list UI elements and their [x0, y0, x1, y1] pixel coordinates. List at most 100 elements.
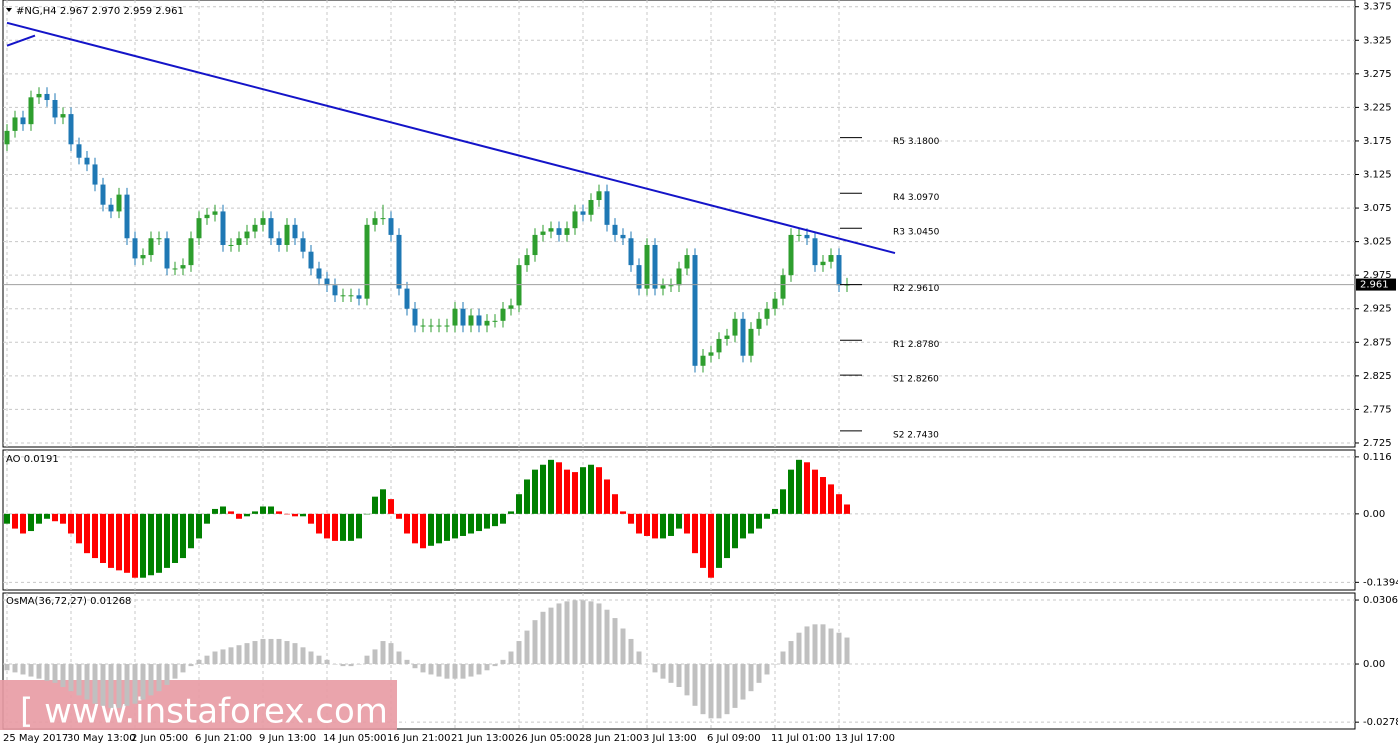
- ao-bar: [348, 513, 354, 541]
- candle-body: [676, 268, 682, 286]
- osma-bar: [684, 664, 690, 696]
- ao-bar: [20, 513, 26, 534]
- candle-body: [4, 130, 10, 145]
- osma-bar: [292, 643, 298, 665]
- candle-body: [148, 238, 154, 256]
- osma-bar: [28, 664, 34, 677]
- candle-body: [452, 308, 458, 326]
- osma-bar: [388, 643, 394, 665]
- candle-body: [684, 255, 690, 269]
- ao-bar: [300, 513, 306, 517]
- osma-bar: [44, 664, 50, 681]
- osma-bar: [740, 664, 746, 700]
- ao-bar: [756, 513, 762, 529]
- candle-body: [212, 211, 218, 215]
- osma-bar: [276, 638, 282, 665]
- candle-body: [276, 238, 282, 245]
- candle-body: [612, 224, 618, 235]
- candle-body: [116, 194, 122, 212]
- candle-body: [332, 285, 338, 296]
- candle-body: [812, 238, 818, 266]
- candle-body: [428, 325, 434, 327]
- ao-bar: [532, 469, 538, 514]
- y-tick-label: 2.975: [1363, 270, 1392, 281]
- osma-bar: [300, 647, 306, 665]
- ao-bar: [60, 513, 66, 524]
- ao-bar: [500, 513, 506, 524]
- osma-bar: [340, 664, 346, 667]
- candle-body: [260, 218, 266, 225]
- candle-body: [668, 285, 674, 287]
- x-tick-label: 30 May 13:00: [67, 733, 136, 744]
- candle-body: [12, 117, 18, 131]
- osma-bar: [356, 664, 362, 665]
- ao-bar: [460, 513, 466, 536]
- y-tick-label: -0.1394: [1363, 577, 1398, 588]
- osma-bar: [268, 638, 274, 665]
- ao-bar: [492, 513, 498, 527]
- y-tick-label: 3.025: [1363, 237, 1392, 248]
- candle-body: [388, 218, 394, 235]
- osma-bar: [804, 626, 810, 665]
- candle-body: [628, 238, 634, 266]
- ao-bar: [260, 506, 266, 514]
- candle-body: [20, 117, 26, 125]
- ao-bar: [620, 511, 626, 514]
- osma-bar: [820, 624, 826, 665]
- candle-body: [468, 315, 474, 326]
- y-tick-label: 2.875: [1363, 337, 1392, 348]
- osma-bar: [228, 647, 234, 665]
- candle-body: [292, 224, 298, 239]
- ao-bar: [148, 513, 154, 576]
- osma-bar: [500, 659, 506, 665]
- candle-body: [708, 352, 714, 356]
- candle-body: [420, 325, 426, 327]
- osma-bar: [364, 655, 370, 665]
- ao-bar: [236, 513, 242, 519]
- pivot-label: R5 3.1800: [893, 137, 940, 147]
- menu-arrow[interactable]: [6, 8, 12, 12]
- ao-bar: [660, 513, 666, 539]
- candle-body: [340, 295, 346, 297]
- osma-bar: [380, 641, 386, 665]
- candle-body: [108, 204, 114, 212]
- ao-bar: [564, 469, 570, 514]
- osma-bar: [532, 620, 538, 665]
- candle-body: [596, 191, 602, 201]
- candle-body: [100, 184, 106, 205]
- pivot-label: S1 2.8260: [893, 375, 939, 385]
- candle-body: [228, 244, 234, 246]
- candle-body: [164, 238, 170, 269]
- candle-body: [172, 268, 178, 270]
- osma-bar: [844, 637, 850, 665]
- ao-bar: [468, 513, 474, 534]
- osma-bar: [668, 664, 674, 683]
- candle-body: [652, 244, 658, 289]
- ao-bar: [276, 511, 282, 514]
- y-tick-label: 3.275: [1363, 69, 1392, 80]
- candle-body: [500, 308, 506, 321]
- ao-bar: [212, 508, 218, 514]
- osma-bar: [324, 659, 330, 665]
- osma-bar: [756, 664, 762, 683]
- ao-bar: [76, 513, 82, 544]
- x-tick-label: 16 Jun 21:00: [387, 733, 451, 744]
- panel-frame: [2, 449, 1356, 591]
- ao-bar: [724, 513, 730, 559]
- ao-bar: [172, 513, 178, 563]
- osma-bar: [700, 664, 706, 715]
- ao-bar: [748, 513, 754, 534]
- candle-body: [404, 288, 410, 309]
- ao-bar: [692, 513, 698, 554]
- ao-bar: [804, 462, 810, 514]
- ao-bar: [540, 464, 546, 514]
- y-tick-label: 0.116: [1363, 452, 1392, 463]
- ao-bar: [684, 513, 690, 534]
- ao-bar: [572, 472, 578, 514]
- pivot-label: R4 3.0970: [893, 193, 940, 203]
- ao-bar: [516, 494, 522, 514]
- osma-bar: [764, 664, 770, 675]
- y-tick-label: 2.925: [1363, 304, 1392, 315]
- ao-bar: [228, 511, 234, 514]
